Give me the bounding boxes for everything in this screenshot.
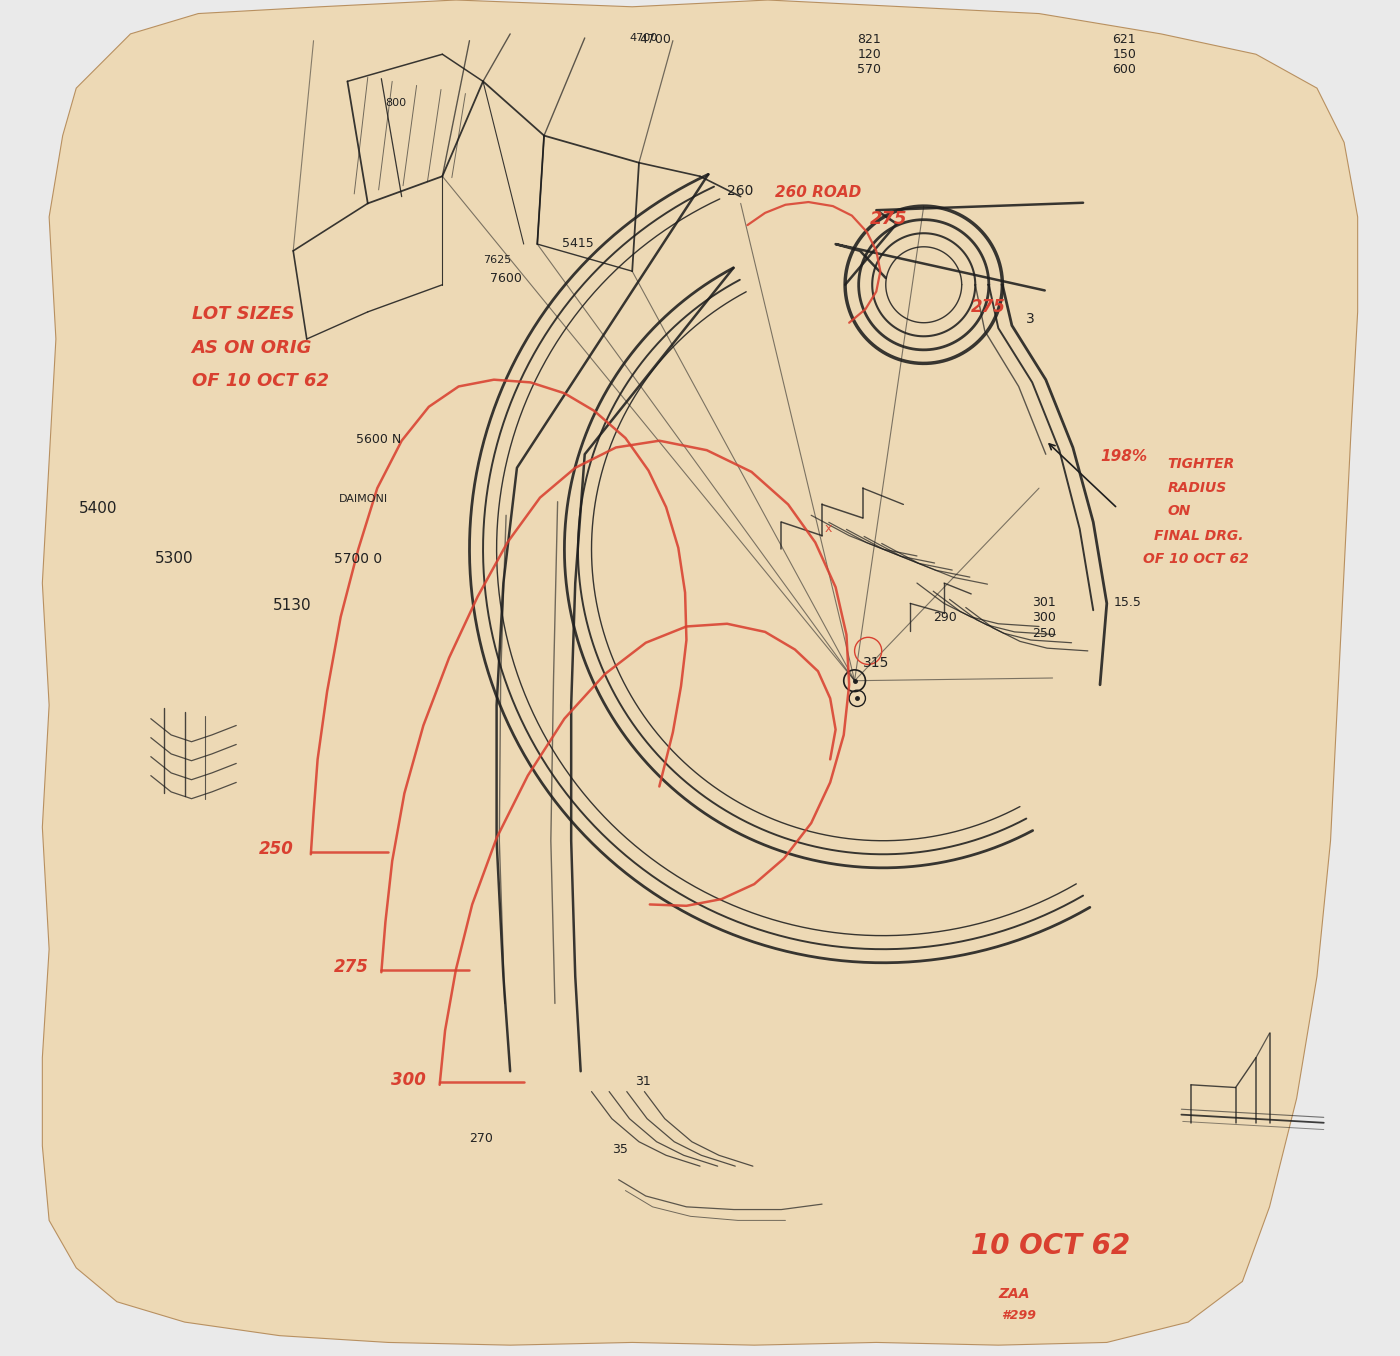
Text: 600: 600 <box>1112 64 1135 76</box>
Text: 35: 35 <box>612 1143 627 1155</box>
Text: OF 10 OCT 62: OF 10 OCT 62 <box>1144 552 1249 565</box>
Text: FINAL DRG.: FINAL DRG. <box>1154 529 1243 542</box>
Text: 570: 570 <box>857 64 881 76</box>
Text: 10 OCT 62: 10 OCT 62 <box>972 1233 1130 1260</box>
Text: TIGHTER: TIGHTER <box>1168 457 1235 471</box>
Text: 290: 290 <box>934 612 958 624</box>
Text: 300: 300 <box>391 1071 426 1089</box>
Text: 31: 31 <box>636 1075 651 1088</box>
Text: 300: 300 <box>1032 612 1056 624</box>
Text: x: x <box>825 522 833 536</box>
Text: OF 10 OCT 62: OF 10 OCT 62 <box>192 373 329 391</box>
Text: 5400: 5400 <box>78 500 118 515</box>
Text: 275: 275 <box>972 298 1007 316</box>
Text: 250: 250 <box>259 841 294 858</box>
Text: 315: 315 <box>862 656 889 670</box>
Text: 120: 120 <box>857 49 881 61</box>
Text: 260: 260 <box>727 184 753 198</box>
Text: AS ON ORIG: AS ON ORIG <box>192 339 312 357</box>
Text: ON: ON <box>1168 504 1191 518</box>
Text: 250: 250 <box>1032 628 1056 640</box>
Text: 15.5: 15.5 <box>1113 597 1141 609</box>
Text: 5130: 5130 <box>273 598 311 613</box>
Text: 275: 275 <box>869 210 907 228</box>
Text: 4700: 4700 <box>638 34 671 46</box>
Text: 800: 800 <box>385 98 406 107</box>
Text: 150: 150 <box>1112 49 1135 61</box>
Text: 5415: 5415 <box>561 237 594 250</box>
Text: 7625: 7625 <box>483 255 511 264</box>
Text: DAIMONI: DAIMONI <box>339 494 388 503</box>
Polygon shape <box>42 0 1358 1345</box>
Text: LOT SIZES: LOT SIZES <box>192 305 294 323</box>
Text: 621: 621 <box>1112 34 1135 46</box>
Text: #299: #299 <box>1001 1310 1036 1322</box>
Text: 5300: 5300 <box>155 551 193 565</box>
Text: 198%: 198% <box>1100 449 1147 464</box>
Text: 821: 821 <box>857 34 881 46</box>
Text: 301: 301 <box>1032 597 1056 609</box>
Text: ZAA: ZAA <box>998 1287 1030 1300</box>
Text: 3: 3 <box>1025 312 1035 325</box>
Text: RADIUS: RADIUS <box>1168 481 1226 495</box>
Text: 7600: 7600 <box>490 273 522 285</box>
Text: 270: 270 <box>469 1132 493 1144</box>
Text: 5700 0: 5700 0 <box>333 552 382 565</box>
Text: 275: 275 <box>333 959 368 976</box>
Text: 5600 N: 5600 N <box>356 434 400 446</box>
Text: 260 ROAD: 260 ROAD <box>774 184 861 199</box>
Text: 4700: 4700 <box>630 33 658 42</box>
